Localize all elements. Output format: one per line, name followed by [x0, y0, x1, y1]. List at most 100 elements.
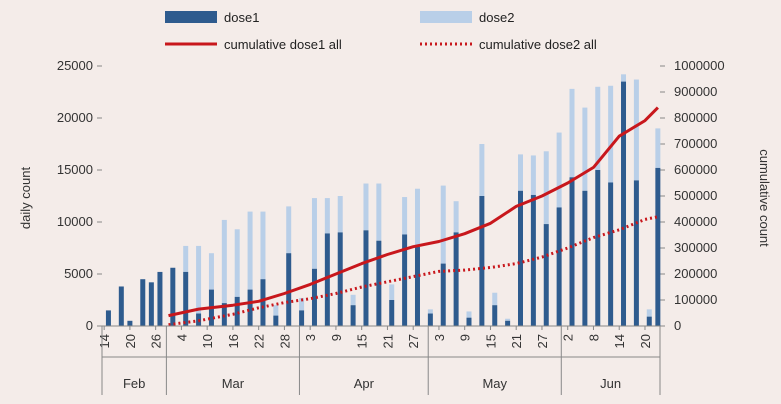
month-label: Apr	[354, 376, 375, 391]
legend-label-cumulative-dose2: cumulative dose2 all	[479, 37, 597, 52]
bar-dose2	[273, 305, 279, 316]
y-right-tick-label: 500000	[674, 188, 717, 203]
bar-dose1	[595, 170, 601, 326]
bar-dose1	[505, 320, 511, 326]
bar-dose2	[479, 144, 485, 196]
bar-dose2	[337, 196, 343, 233]
y-left-tick-label: 20000	[57, 110, 93, 125]
bar-dose1	[518, 190, 523, 326]
bar-dose2	[543, 151, 549, 225]
x-tick-label: 14	[612, 334, 627, 348]
bar-dose1	[140, 279, 146, 326]
y-right-tick-label: 300000	[674, 240, 717, 255]
bar-dose1	[127, 320, 133, 326]
y-left-tick-label: 10000	[57, 214, 93, 229]
bar-dose1	[492, 305, 498, 326]
month-label: Mar	[222, 376, 245, 391]
month-label: Jun	[600, 376, 621, 391]
x-tick-label: 10	[200, 334, 215, 348]
bar-dose1	[479, 196, 485, 326]
y-left-tick-label: 0	[86, 318, 93, 333]
x-tick-label: 26	[149, 334, 164, 348]
bar-dose1	[543, 224, 549, 326]
y-right-tick-label: 800000	[674, 110, 717, 125]
bar-dose2	[414, 188, 420, 247]
bar-dose1	[414, 246, 420, 326]
y-right-tick-label: 700000	[674, 136, 717, 151]
bar-dose2	[582, 107, 588, 191]
x-tick-label: 8	[586, 334, 601, 341]
bar-dose2	[196, 245, 202, 314]
bar-dose2	[363, 183, 369, 231]
legend-label-dose1: dose1	[224, 10, 259, 25]
bar-dose2	[453, 201, 459, 233]
month-label: Feb	[123, 376, 145, 391]
legend: dose1 dose2 cumulative dose1 all cumulat…	[165, 10, 597, 52]
bar-dose1	[247, 289, 253, 326]
x-tick-label: 9	[329, 334, 344, 341]
x-tick-label: 3	[432, 334, 447, 341]
bar-dose1	[105, 310, 111, 326]
bar-dose2	[492, 292, 498, 306]
y-axis-right-title: cumulative count	[757, 149, 772, 247]
bar-dose1	[582, 190, 588, 326]
x-tick-label: 3	[303, 334, 318, 341]
x-tick-label: 2	[561, 334, 576, 341]
x-tick-label: 28	[277, 334, 292, 348]
x-tick-label: 27	[406, 334, 421, 348]
bar-dose1	[655, 167, 661, 326]
y-axis-right-ticks: 0 100000 200000 300000 400000 500000 600000 700…	[660, 58, 725, 333]
x-axis-ticks: 14 20 26 4 10 16 22 28 3 9 15 21 27 3 9 15 21 27 2 8 14 20	[97, 326, 653, 348]
lines	[168, 106, 659, 327]
x-tick-label: 21	[380, 334, 395, 348]
x-tick-label: 15	[483, 334, 498, 348]
x-tick-label: 14	[97, 334, 112, 348]
bar-dose1	[311, 268, 317, 326]
bar-dose1	[234, 296, 240, 326]
y-axis-left-ticks: 0 5000 10000 15000 20000 25000	[57, 58, 102, 333]
bar-dose2	[655, 128, 661, 168]
bar-dose2	[466, 311, 472, 318]
bar-dose1	[466, 317, 472, 326]
bar-dose1	[427, 313, 433, 326]
bar-dose1	[608, 182, 614, 326]
y-left-tick-label: 25000	[57, 58, 93, 73]
bar-dose2	[299, 297, 305, 311]
bar-dose1	[376, 240, 382, 326]
bar-dose1	[118, 286, 124, 326]
x-tick-label: 9	[458, 334, 473, 341]
bar-dose2	[556, 132, 562, 208]
bar-dose1	[440, 263, 446, 326]
bar-dose2	[440, 185, 446, 264]
y-right-tick-label: 0	[674, 318, 681, 333]
bar-dose1	[183, 271, 189, 326]
bar-dose1	[569, 177, 575, 326]
month-labels: Feb Mar Apr May Jun	[101, 326, 661, 395]
y-left-tick-label: 5000	[64, 266, 93, 281]
bar-dose2	[646, 309, 652, 317]
bar-dose2	[183, 245, 189, 272]
bar-dose2	[427, 309, 433, 314]
bar-dose2	[389, 284, 395, 300]
bar-dose1	[157, 271, 163, 326]
bar-dose2	[260, 211, 266, 280]
y-right-tick-label: 400000	[674, 214, 717, 229]
bar-dose2	[595, 86, 601, 170]
x-tick-label: 20	[123, 334, 138, 348]
month-label: May	[482, 376, 507, 391]
bar-dose2	[633, 79, 639, 181]
bar-dose2	[530, 155, 536, 195]
bar-dose2	[402, 197, 408, 235]
bar-dose1	[337, 232, 343, 326]
bar-dose2	[518, 154, 523, 191]
bar-dose1	[556, 207, 562, 326]
y-axis-left-title: daily count	[18, 167, 33, 230]
x-tick-label: 21	[509, 334, 524, 348]
y-right-tick-label: 600000	[674, 162, 717, 177]
bar-dose2	[208, 253, 214, 290]
bar-dose2	[569, 88, 575, 178]
bar-dose1	[350, 305, 356, 326]
legend-swatch-dose2	[420, 11, 472, 23]
y-right-tick-label: 200000	[674, 266, 717, 281]
bar-dose1	[389, 300, 395, 326]
